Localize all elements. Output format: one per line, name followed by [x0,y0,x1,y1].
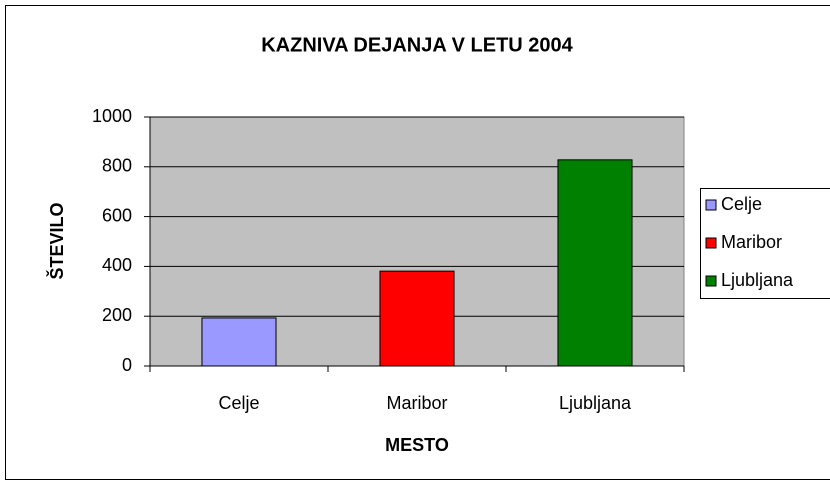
legend-label: Ljubljana [721,270,794,290]
legend-box [700,188,830,299]
bar [201,317,277,367]
y-axis-label: ŠTEVILO [46,202,67,279]
y-tick-label: 600 [102,205,132,225]
chart-title: KAZNIVA DEJANJA V LETU 2004 [261,34,573,56]
y-tick-label: 200 [102,305,132,325]
x-tick-label: Ljubljana [559,393,632,413]
legend-swatch [705,237,717,249]
bar [557,159,633,367]
legend-swatch [705,275,717,287]
legend-label: Celje [721,194,762,214]
y-tick-label: 1000 [92,106,132,126]
legend-swatch [705,199,717,211]
y-tick-label: 0 [122,355,132,375]
x-axis-label: MESTO [385,435,449,455]
y-tick-label: 800 [102,156,132,176]
y-tick-label: 400 [102,255,132,275]
legend-label: Maribor [721,232,782,252]
x-tick-label: Celje [218,393,259,413]
x-tick-label: Maribor [386,393,447,413]
bar [379,270,455,367]
